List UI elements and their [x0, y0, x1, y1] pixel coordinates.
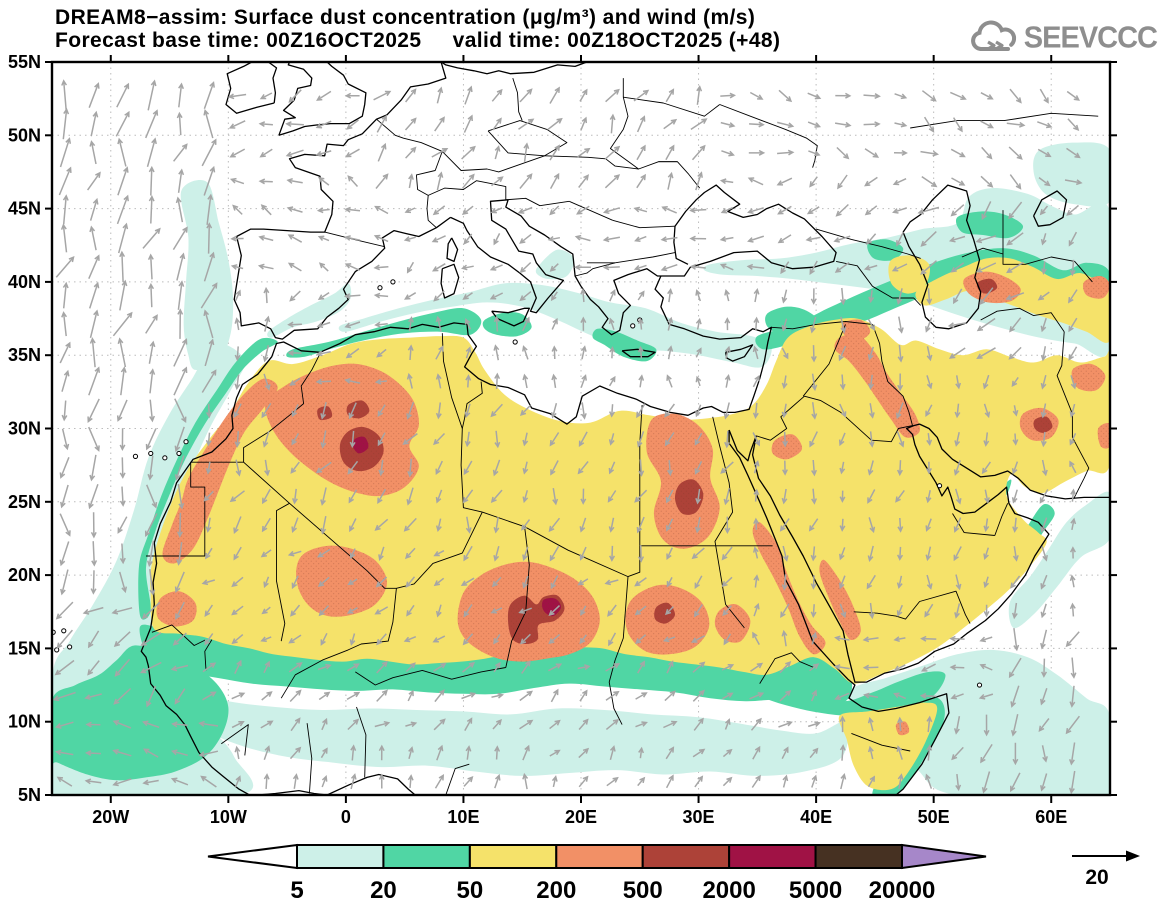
lat-label-35N: 35N: [8, 345, 41, 365]
lat-label-25N: 25N: [8, 492, 41, 512]
axes: 55N 50N 45N 40N 35N 30N 25N 20N 15N 10N 5N 20W 10W 0 1…: [8, 52, 1117, 827]
lon-label-40E: 40E: [800, 807, 832, 827]
lon-label-50E: 50E: [918, 807, 950, 827]
islands: [52, 279, 983, 688]
lon-label-20W: 20W: [92, 807, 129, 827]
colorbar-label-2000: 2000: [702, 877, 755, 904]
coastlines: [140, 62, 1110, 795]
colorbar-label-200: 200: [536, 877, 576, 904]
wind-reference-label: 20: [1085, 866, 1108, 889]
colorbar-label-50: 50: [457, 877, 484, 904]
colorbar-label-500: 500: [623, 877, 663, 904]
logo-cloud-icon: [970, 20, 1016, 51]
lon-label-10E: 10E: [447, 807, 479, 827]
wind-arrows: [52, 79, 1083, 795]
lon-label-20E: 20E: [565, 807, 597, 827]
lat-label-5N: 5N: [18, 785, 41, 805]
colorbar-label-5000: 5000: [789, 877, 842, 904]
lon-label-60E: 60E: [1035, 807, 1067, 827]
lon-label-30E: 30E: [683, 807, 715, 827]
chart-title: DREAM8−assim: Surface dust concentration…: [55, 6, 756, 29]
wind-reference: 20: [1072, 850, 1140, 889]
logo: SEEVCCC: [968, 18, 1158, 58]
lat-label-40N: 40N: [8, 272, 41, 292]
country-borders: [146, 77, 1099, 795]
logo-text: SEEVCCC: [1023, 20, 1158, 55]
lat-label-20N: 20N: [8, 565, 41, 585]
colorbar-label-20: 20: [370, 877, 397, 904]
lon-label-0: 0: [341, 807, 351, 827]
colorbar-label-5: 5: [290, 877, 303, 904]
lat-label-30N: 30N: [8, 419, 41, 439]
chart-subtitle: Forecast base time: 00Z16OCT2025 valid t…: [55, 29, 781, 52]
colorbar-label-20000: 20000: [869, 877, 936, 904]
colorbar: 5 20 50 200 500 2000 5000 20000: [207, 843, 987, 904]
lat-label-10N: 10N: [8, 712, 41, 732]
lat-label-45N: 45N: [8, 199, 41, 219]
title-block: DREAM8−assim: Surface dust concentration…: [55, 6, 780, 52]
lat-label-55N: 55N: [8, 52, 41, 72]
lon-label-10W: 10W: [210, 807, 247, 827]
lat-label-50N: 50N: [8, 125, 41, 145]
dust-layer-2000: [352, 436, 562, 617]
lat-label-15N: 15N: [8, 638, 41, 658]
